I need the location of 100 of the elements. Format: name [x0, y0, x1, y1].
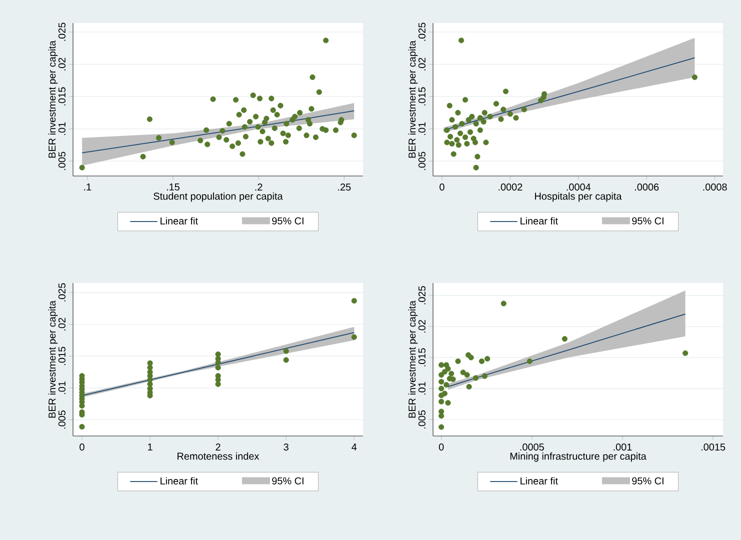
- point: [296, 125, 302, 132]
- x-tick-label: .0002: [498, 184, 522, 191]
- point: [323, 127, 329, 133]
- point: [204, 127, 210, 133]
- text: 95% CI: [632, 217, 664, 224]
- point: [468, 354, 474, 360]
- point: [216, 134, 222, 140]
- y-tick-label: .025: [418, 22, 426, 41]
- point: [484, 356, 490, 362]
- point: [220, 128, 226, 134]
- y-tick-label: .01: [418, 382, 426, 395]
- point: [210, 96, 216, 102]
- point: [444, 127, 450, 133]
- point: [204, 142, 210, 148]
- point: [438, 386, 444, 392]
- point: [236, 112, 242, 118]
- point: [310, 74, 316, 80]
- point: [462, 134, 468, 140]
- point: [459, 120, 465, 127]
- point: [449, 117, 455, 123]
- point: [265, 136, 271, 142]
- point: [500, 300, 506, 306]
- point: [282, 138, 289, 145]
- point: [215, 364, 221, 370]
- x-axis-title: Mining infrastructure per capita: [510, 452, 646, 462]
- y-tick-label: .025: [58, 22, 66, 41]
- point: [240, 151, 246, 157]
- point: [351, 298, 357, 304]
- point: [460, 370, 466, 376]
- x-axis-title: Hospitals per capita: [535, 192, 622, 202]
- y-tick-label: .02: [418, 320, 426, 332]
- point: [493, 100, 500, 106]
- point: [260, 128, 266, 134]
- point: [283, 357, 289, 363]
- legend-label: Linear fit: [520, 217, 558, 224]
- point: [146, 116, 152, 122]
- point: [198, 138, 204, 144]
- point: [455, 110, 461, 116]
- point: [268, 140, 274, 146]
- point: [262, 120, 268, 126]
- point: [498, 116, 504, 122]
- point: [292, 114, 298, 120]
- point: [268, 96, 274, 102]
- point: [445, 400, 451, 406]
- point: [308, 106, 314, 112]
- point: [444, 140, 450, 146]
- point: [482, 110, 488, 116]
- point: [466, 384, 472, 390]
- point: [470, 136, 476, 142]
- point: [446, 102, 452, 108]
- y-tick-label: .01: [58, 122, 66, 135]
- point: [79, 164, 85, 170]
- x-tick-label: 2: [216, 444, 220, 450]
- point: [521, 106, 527, 112]
- point: [449, 140, 455, 147]
- point: [332, 127, 339, 133]
- point: [215, 381, 221, 387]
- point: [258, 138, 264, 145]
- point: [513, 115, 519, 121]
- x-tick-label: .001: [614, 444, 632, 451]
- point: [480, 118, 486, 125]
- x-tick-label: .0015: [701, 444, 726, 451]
- point: [316, 89, 322, 95]
- point: [247, 118, 253, 125]
- point: [478, 358, 485, 364]
- x-tick-label: .2: [255, 184, 262, 190]
- x-tick-label: 0: [438, 444, 444, 451]
- line-series: [82, 110, 355, 154]
- point: [473, 120, 479, 127]
- point: [444, 362, 450, 368]
- point: [270, 107, 276, 113]
- point: [235, 140, 242, 146]
- point: [438, 378, 444, 385]
- y-tick-label: .005: [58, 152, 66, 170]
- y-tick-label: .025: [58, 283, 66, 302]
- point: [226, 120, 232, 127]
- y-tick-label: .015: [418, 348, 426, 366]
- point: [473, 164, 479, 170]
- point: [438, 413, 444, 419]
- point: [147, 360, 153, 366]
- point: [538, 98, 544, 104]
- point: [464, 372, 470, 378]
- point: [448, 134, 454, 140]
- y-tick-label: .02: [418, 58, 426, 70]
- point: [455, 358, 461, 364]
- point: [562, 336, 568, 342]
- point: [242, 124, 248, 130]
- point: [452, 124, 458, 130]
- point: [140, 154, 146, 160]
- point: [284, 120, 290, 127]
- x-tick-label: .0004: [566, 184, 591, 191]
- point: [241, 107, 247, 113]
- legend-label: Linear fit: [520, 477, 558, 485]
- point: [482, 373, 488, 379]
- point: [272, 125, 278, 132]
- point: [444, 382, 450, 388]
- point: [169, 140, 175, 146]
- point: [233, 97, 239, 103]
- y-tick-label: .005: [418, 410, 426, 428]
- point: [283, 348, 289, 354]
